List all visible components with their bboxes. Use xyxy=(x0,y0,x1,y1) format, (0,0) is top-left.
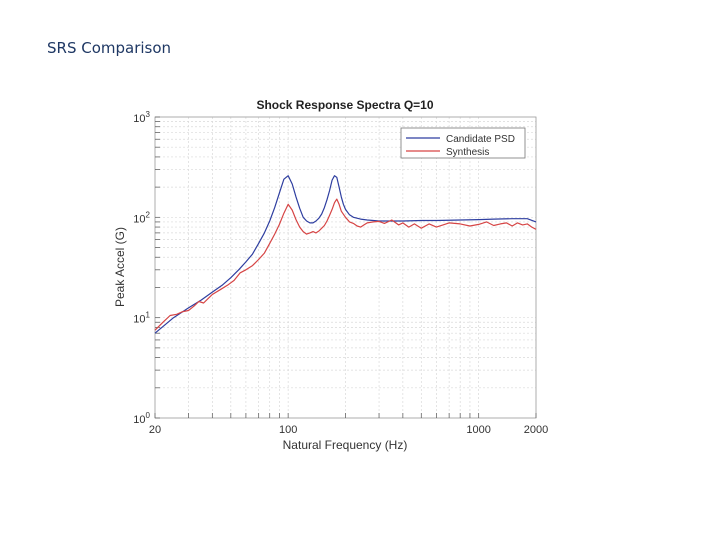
grid xyxy=(155,117,536,418)
legend-label: Synthesis xyxy=(446,147,489,158)
x-tick-label: 1000 xyxy=(466,424,490,436)
chart-title: Shock Response Spectra Q=10 xyxy=(256,98,433,112)
x-tick-label: 20 xyxy=(149,424,161,436)
slide-title: SRS Comparison xyxy=(47,39,172,57)
y-tick-label: 101 xyxy=(133,311,150,326)
y-tick-label: 100 xyxy=(133,411,150,426)
legend: Candidate PSD Synthesis xyxy=(400,127,526,159)
y-tick-label: 103 xyxy=(133,110,150,125)
x-tick-label: 100 xyxy=(279,424,297,436)
y-axis-label: Peak Accel (G) xyxy=(113,227,127,307)
y-tick-label: 102 xyxy=(133,210,150,225)
series-line-0 xyxy=(154,175,537,334)
legend-label: Candidate PSD xyxy=(446,134,515,145)
x-axis-label: Natural Frequency (Hz) xyxy=(283,438,408,452)
series-lines xyxy=(154,175,537,334)
x-tick-label: 2000 xyxy=(524,424,548,436)
x-ticks: 20 100 1000 2000 xyxy=(149,413,548,436)
legend-box xyxy=(400,127,526,159)
series-line-1 xyxy=(154,198,537,331)
y-ticks: 100 101 102 103 xyxy=(133,110,160,426)
